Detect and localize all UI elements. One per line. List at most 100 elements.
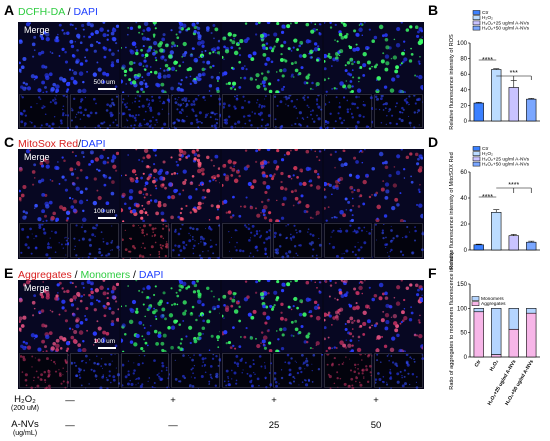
panel-a-channel-thumb-1-1-cells <box>19 93 70 130</box>
chart-f-xtick-label-1: H₂O₂ <box>489 359 500 372</box>
chart-b-bar-2 <box>508 87 519 122</box>
chart-b-legend-label-1: H₂O₂ <box>482 15 493 21</box>
chart-b-legend-swatch-3 <box>472 25 481 31</box>
panel-c-scale-bar <box>97 216 116 219</box>
chart-f-bar-3-0 <box>526 312 537 358</box>
chart-d-ytick-label-1: 20 <box>460 222 467 228</box>
panel-e-channel-thumb-1-1-cells <box>19 354 70 391</box>
chart-d-sig-2: **** <box>508 182 519 189</box>
panel-a-channel-thumb-3-1 <box>222 93 271 130</box>
panel-a-channel-thumb-4-2-cells <box>375 93 424 129</box>
panel-c-image-col-1 <box>19 149 119 222</box>
panel-a-channel-thumb-2-1 <box>120 93 171 130</box>
panel-e-channel-thumb-1-2 <box>69 352 121 390</box>
panel-e-channel-thumb-2-2 <box>171 352 222 390</box>
anvs-value-50: 50 <box>370 420 382 431</box>
panel-e-image-col-4-cells <box>323 280 423 352</box>
chart-b-sig-line-2 <box>496 75 532 80</box>
chart-d-sig-line-2 <box>496 187 532 193</box>
panel-a-channel-thumb-4-1 <box>323 93 374 131</box>
panel-c-channel-thumb-3-1-cells <box>228 223 271 260</box>
chart-b-ytick-label-2: 40 <box>460 88 467 94</box>
panel-a-image-col-2-cells <box>120 22 220 93</box>
panel-c-merge-label: Merge <box>24 152 50 162</box>
panel-c-channel-thumb-2-2 <box>171 222 221 260</box>
chart-d-bar-1 <box>491 212 502 251</box>
panel-a-title: DCFH-DA / DAPI <box>18 6 98 18</box>
chart-b-legend-label-2: H₂O₂+25 ug/ml A-NVs <box>482 20 530 26</box>
chart-b-ytick-label-1: 20 <box>460 103 467 109</box>
panel-c-channel-thumb-3-1 <box>222 222 271 260</box>
anvs-value-ctr: — <box>65 420 75 431</box>
chart-d-legend-swatch-0 <box>472 146 481 151</box>
panel-a-channel-thumb-3-1-cells <box>222 94 271 130</box>
panel-a-letter: A <box>4 2 15 18</box>
chart-d-sig-1: **** <box>482 194 493 201</box>
panel-e-letter: E <box>4 265 14 281</box>
chart-d-bar-2 <box>508 235 519 251</box>
panel-b-letter: B <box>428 2 439 18</box>
panel-e-channel-thumb-3-2-cells <box>272 353 323 388</box>
panel-c-channel-thumb-1-1 <box>19 222 70 260</box>
panel-e-title-sep1: / <box>71 269 81 281</box>
chart-f-legend-label-1: Aggregates <box>481 301 506 307</box>
panel-e-channel-thumb-4-1-cells <box>325 352 372 390</box>
chart-d-legend-label-1: H₂O₂ <box>482 151 493 157</box>
panel-e-scale-label: 100 um <box>93 337 116 345</box>
panel-a-image-col-4-cells <box>323 22 423 93</box>
panel-e-channel-thumb-4-1 <box>323 352 373 390</box>
chart-b-ytick-label-4: 80 <box>460 57 467 63</box>
chart-f-ytick-label-0: 0 <box>464 355 468 361</box>
panel-a-image-col-1 <box>19 22 119 93</box>
chart-d-legend-swatch-2 <box>472 156 481 162</box>
chart-b-legend-swatch-1 <box>472 15 481 20</box>
panel-a-scale-label: 500 um <box>93 78 116 86</box>
panel-e-merge-label: Merge <box>24 283 50 293</box>
h2o2-unit: (200 uM) <box>10 405 39 412</box>
panel-a-channel-thumb-4-1-cells <box>323 94 374 131</box>
panel-a-channel-thumb-1-2-cells <box>70 95 120 130</box>
panel-e-channel-thumb-4-2-cells <box>374 353 425 389</box>
anvs-label-text: A-NVs <box>11 419 39 430</box>
panel-c-image-col-4 <box>323 149 423 222</box>
anvs-value-25: 25 <box>268 420 280 431</box>
chart-d-legend-swatch-3 <box>472 161 481 167</box>
panel-c-scale-label: 100 um <box>93 207 116 215</box>
panel-a-image-col-3 <box>222 22 322 93</box>
panel-e-title: Aggregates / Monomers / DAPI <box>18 269 163 281</box>
chart-d-bar-3 <box>526 241 537 251</box>
panel-a-channel-thumb-3-2 <box>272 93 323 130</box>
panel-e-image-col-1 <box>19 280 119 352</box>
h2o2-value-h2o2: + <box>170 395 176 406</box>
panel-e-image-col-2 <box>120 280 220 352</box>
chart-f-bar-3-1 <box>526 308 537 314</box>
panel-c-channel-thumb-4-1-cells <box>328 224 375 261</box>
panel-e-title-aggregates: Aggregates <box>18 269 72 281</box>
panel-a-image-strip: Merge 500 um <box>18 22 424 131</box>
panel-c-image-strip: Merge 100 um <box>18 149 425 261</box>
chart-f-bar-0-0 <box>473 311 484 358</box>
panel-a-channel-thumb-2-2-cells <box>171 94 222 130</box>
panel-a-title-sep: / <box>64 6 74 18</box>
panel-e-channel-thumb-4-2 <box>374 352 425 389</box>
panel-c-title: MitoSox Red/DAPI <box>18 138 106 150</box>
panel-e-channel-thumb-1-1 <box>19 352 70 391</box>
panel-c-channel-thumb-4-2 <box>374 222 425 260</box>
panel-e-image-col-4 <box>323 280 423 352</box>
panel-a-channel-thumb-4-2 <box>374 93 424 129</box>
panel-a-image-col-2 <box>120 22 220 93</box>
chart-f-xtick-label-2: H₂O₂+25 ug/ml A-NVs <box>487 359 518 407</box>
h2o2-value-ctr: — <box>65 395 75 406</box>
chart-d-ytick-label-3: 60 <box>460 170 467 176</box>
panel-e-channel-thumb-2-2-cells <box>174 353 222 390</box>
panel-c-channel-thumb-4-1 <box>323 222 375 261</box>
chart-f-bar-2-1 <box>508 308 519 330</box>
panel-a-channel-thumb-3-2-cells <box>273 93 323 130</box>
panel-c-channel-thumb-1-2-cells <box>73 223 120 261</box>
anvs-label: A-NVs (ug/mL) <box>2 419 48 437</box>
panel-e-image-col-3-cells <box>222 280 322 352</box>
chart-b-legend-label-0: Ctr <box>482 10 489 16</box>
panel-e-title-sep2: / <box>130 269 139 281</box>
panel-a-image-col-4 <box>323 22 423 93</box>
chart-f-xtick-label-3: H₂O₂+50 ug/ml A-NVs <box>504 359 535 407</box>
